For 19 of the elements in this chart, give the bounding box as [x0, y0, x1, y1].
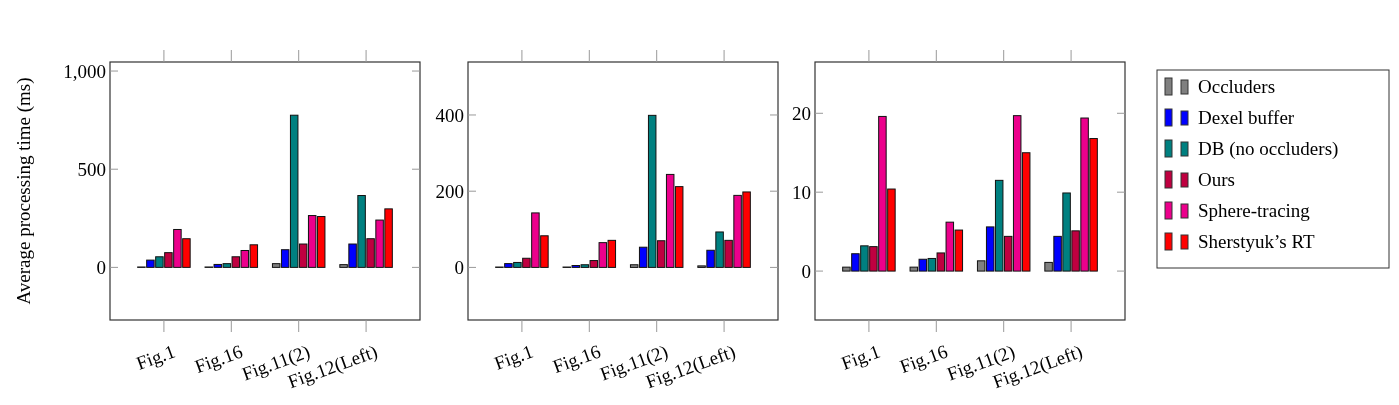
legend-label: Sphere-tracing — [1198, 199, 1311, 221]
legend-label: Dexel buffer — [1198, 106, 1295, 128]
y-axis-title: Average processing time (ms) — [13, 77, 35, 305]
x-tick-label: Fig.1 — [491, 340, 536, 374]
legend-label: DB (no occluders) — [1198, 137, 1339, 160]
x-tick-label: Fig.1 — [838, 340, 883, 374]
y-tick-label: 0 — [96, 257, 106, 279]
y-tick-label: 0 — [801, 260, 811, 282]
legend-label: Ours — [1198, 168, 1235, 190]
y-tick-label: 10 — [792, 181, 811, 203]
y-tick-label: 0 — [454, 257, 464, 279]
legend-label: Occluders — [1198, 75, 1276, 97]
y-tick-label: 1,000 — [63, 60, 106, 82]
y-tick-label: 500 — [77, 158, 106, 180]
x-tick-label: Fig.1 — [133, 340, 178, 374]
y-tick-label: 20 — [792, 102, 811, 124]
y-tick-label: 200 — [435, 180, 464, 202]
legend-label: Sherstyuk’s RT — [1198, 230, 1315, 252]
y-tick-label: 400 — [435, 104, 464, 126]
